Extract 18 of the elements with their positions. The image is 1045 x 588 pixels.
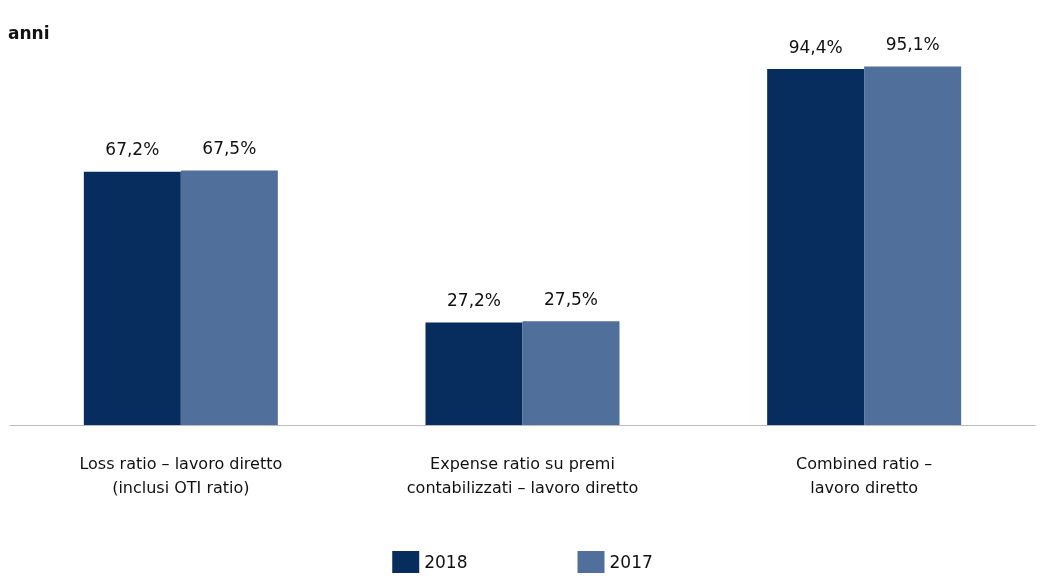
legend-label: 2018 <box>424 552 468 572</box>
bar <box>864 66 962 425</box>
bar <box>425 322 523 425</box>
x-tick-label: Loss ratio – lavoro diretto (inclusi OTI ratio) <box>79 453 283 497</box>
bar <box>522 321 620 425</box>
bar <box>83 171 181 425</box>
data-label: 27,2% <box>446 289 502 310</box>
bar <box>180 170 278 425</box>
x-tick-label: Combined ratio – lavoro diretto <box>795 453 933 497</box>
data-label: 94,4% <box>788 36 843 57</box>
data-label: 27,5% <box>543 288 599 309</box>
bar <box>767 69 865 425</box>
data-label: 67,5% <box>202 138 257 159</box>
legend-label: 2017 <box>609 552 653 572</box>
data-label: 67,2% <box>105 139 160 160</box>
data-label: 95,1% <box>885 33 940 54</box>
x-tick-label: Expense ratio su premi contabilizzati – lavoro diretto <box>406 453 639 497</box>
chart-title: anni <box>8 22 50 43</box>
